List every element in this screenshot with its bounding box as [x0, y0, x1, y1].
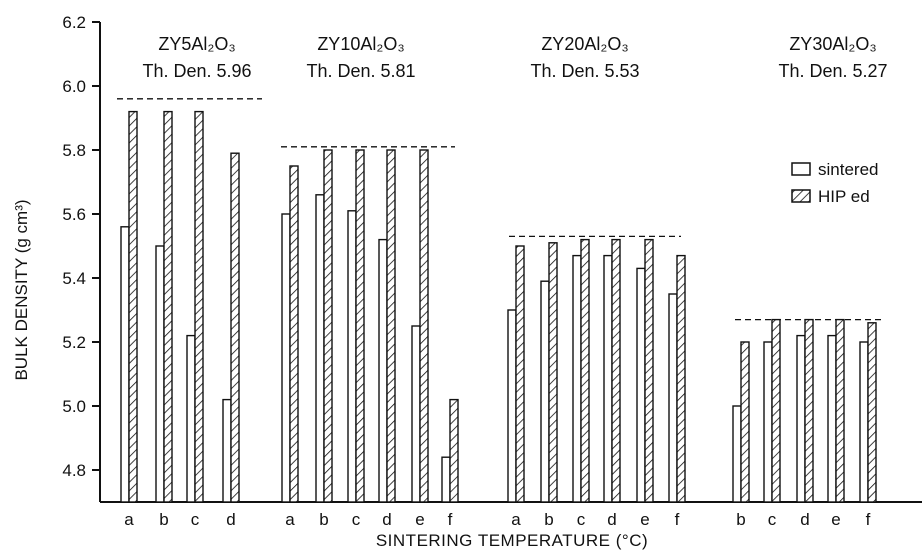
- x-tick-label: f: [866, 510, 871, 529]
- x-tick-label: c: [577, 510, 586, 529]
- bar-hip: [835, 318, 845, 503]
- bar-hip: [644, 238, 654, 503]
- bar-hip: [771, 318, 781, 503]
- x-axis-label: SINTERING TEMPERATURE (°C): [376, 531, 648, 550]
- bar-sintered: [281, 213, 291, 503]
- y-tick-label: 6.2: [62, 13, 86, 32]
- bars: [120, 110, 877, 503]
- bar-hip: [419, 149, 429, 503]
- bar-sintered: [441, 456, 451, 503]
- bar-hip: [449, 398, 459, 503]
- bar-sintered: [378, 238, 388, 503]
- bar-sintered: [603, 254, 613, 503]
- y-ticks: 4.8 5.0 5.2 5.4 5.6 5.8 6.0 6.2: [62, 13, 100, 480]
- x-tick-label: d: [382, 510, 391, 529]
- bar-sintered: [796, 334, 806, 503]
- bar-sintered: [347, 210, 357, 503]
- x-tick-label: d: [226, 510, 235, 529]
- y-tick-label: 5.4: [62, 269, 86, 288]
- x-tick-label: a: [285, 510, 295, 529]
- group-name: ZY10Al₂O₃: [317, 34, 404, 54]
- group-name: ZY20Al₂O₃: [541, 34, 628, 54]
- bar-sintered: [668, 293, 678, 503]
- bar-hip: [128, 110, 138, 503]
- group-labels: ZY5Al₂O₃ Th. Den. 5.96 ZY10Al₂O₃ Th. Den. 5…: [142, 34, 887, 81]
- bar-sintered: [120, 226, 130, 503]
- bar-sintered: [222, 398, 232, 503]
- x-tick-label: a: [511, 510, 521, 529]
- x-tick-label: f: [675, 510, 680, 529]
- bar-sintered: [859, 341, 869, 503]
- bar-hip: [163, 110, 173, 503]
- bar-sintered: [155, 245, 165, 503]
- group-theoretical-density: Th. Den. 5.27: [778, 61, 887, 81]
- bar-sintered: [186, 334, 196, 503]
- bar-sintered: [540, 280, 550, 503]
- legend: sintered HIP ed: [791, 160, 878, 206]
- bar-sintered: [411, 325, 421, 503]
- group-theoretical-density: Th. Den. 5.53: [530, 61, 639, 81]
- x-tick-label: e: [415, 510, 424, 529]
- x-tick-label: e: [640, 510, 649, 529]
- x-tick-label: f: [448, 510, 453, 529]
- bar-hip: [740, 341, 750, 503]
- bar-sintered: [732, 405, 742, 503]
- bar-hip: [323, 149, 333, 503]
- legend-swatch-sintered: [791, 162, 811, 176]
- x-tick-label: d: [800, 510, 809, 529]
- y-tick-label: 5.2: [62, 333, 86, 352]
- bar-hip: [867, 322, 877, 503]
- y-tick-label: 4.8: [62, 461, 86, 480]
- legend-swatch-hip: [791, 189, 811, 203]
- bar-hip: [355, 149, 365, 503]
- bar-hip: [676, 254, 686, 503]
- y-tick-label: 5.6: [62, 205, 86, 224]
- bar-hip: [611, 238, 621, 503]
- bar-sintered: [763, 341, 773, 503]
- bar-hip: [804, 318, 814, 503]
- x-tick-label: b: [159, 510, 168, 529]
- x-tick-label: a: [124, 510, 134, 529]
- x-tick-label: b: [736, 510, 745, 529]
- bar-sintered: [636, 267, 646, 503]
- legend-label-sintered: sintered: [818, 160, 878, 179]
- bar-sintered: [572, 254, 582, 503]
- x-tick-label: c: [191, 510, 200, 529]
- bar-hip: [580, 238, 590, 503]
- x-tick-label: e: [831, 510, 840, 529]
- bar-hip: [548, 242, 558, 503]
- bar-hip: [194, 110, 204, 503]
- bar-hip: [289, 165, 299, 503]
- bar-hip: [386, 149, 396, 503]
- group-name: ZY5Al₂O₃: [158, 34, 235, 54]
- x-tick-label: c: [352, 510, 361, 529]
- bar-hip: [515, 245, 525, 503]
- legend-label-hip: HIP ed: [818, 187, 870, 206]
- group-theoretical-density: Th. Den. 5.96: [142, 61, 251, 81]
- y-tick-label: 5.8: [62, 141, 86, 160]
- bar-sintered: [507, 309, 517, 503]
- bar-sintered: [827, 334, 837, 503]
- group-name: ZY30Al₂O₃: [789, 34, 876, 54]
- x-tick-label: b: [319, 510, 328, 529]
- x-tick-label: d: [607, 510, 616, 529]
- y-axis-label: BULK DENSITY (g cm³): [12, 199, 31, 380]
- group-theoretical-density: Th. Den. 5.81: [306, 61, 415, 81]
- y-tick-label: 6.0: [62, 77, 86, 96]
- bar-sintered: [315, 194, 325, 503]
- bar-hip: [230, 152, 240, 503]
- x-tick-label: b: [544, 510, 553, 529]
- y-tick-label: 5.0: [62, 397, 86, 416]
- x-tick-label: c: [768, 510, 777, 529]
